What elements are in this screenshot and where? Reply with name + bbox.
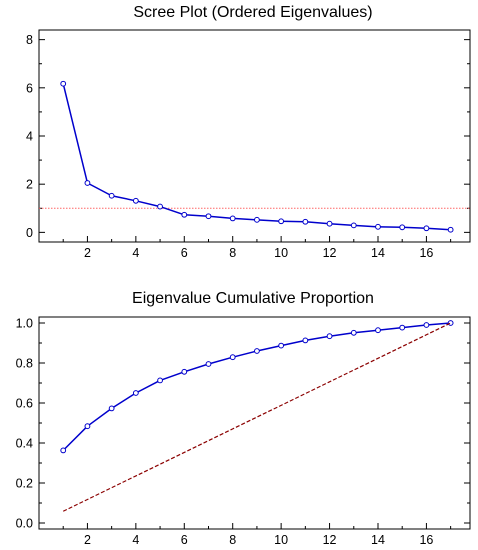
data-point bbox=[157, 203, 163, 210]
data-point bbox=[254, 348, 260, 354]
x-tick-label: 2 bbox=[84, 246, 91, 260]
data-point bbox=[108, 192, 115, 199]
x-tick-label: 16 bbox=[419, 533, 433, 547]
y-tick-label: 6 bbox=[26, 81, 33, 95]
x-tick-label: 10 bbox=[274, 246, 288, 260]
series-group bbox=[60, 320, 454, 512]
data-point bbox=[84, 423, 91, 430]
y-tick-label: 0.6 bbox=[16, 397, 33, 411]
data-point bbox=[399, 224, 406, 231]
data-point bbox=[447, 320, 454, 326]
data-point bbox=[229, 215, 236, 222]
axes: 2 4 6 8 10 12 14 16 0 2 4 6 8 bbox=[26, 33, 470, 260]
x-tick-label: 12 bbox=[323, 246, 337, 260]
x-tick-label: 16 bbox=[419, 246, 433, 260]
data-point bbox=[84, 180, 91, 186]
data-point bbox=[205, 213, 212, 220]
x-tick-label: 10 bbox=[274, 533, 288, 547]
data-point bbox=[229, 354, 236, 361]
x-tick-label: 8 bbox=[229, 246, 236, 260]
data-point bbox=[254, 216, 260, 223]
cumulative-proportion-panel: Eigenvalue Cumulative Proportion 2 4 6 8 10 1… bbox=[16, 290, 471, 547]
data-point bbox=[350, 222, 357, 229]
y-tick-label: 0.2 bbox=[16, 477, 33, 491]
x-tick-label: 14 bbox=[371, 533, 385, 547]
data-point bbox=[132, 197, 139, 204]
data-point bbox=[326, 220, 333, 227]
y-tick-label: 0.4 bbox=[16, 437, 33, 451]
data-point bbox=[350, 329, 357, 336]
x-tick-label: 8 bbox=[229, 533, 236, 547]
x-tick-label: 14 bbox=[371, 246, 385, 260]
x-tick-label: 2 bbox=[84, 533, 91, 547]
y-tick-label: 0.0 bbox=[16, 517, 33, 531]
y-tick-label: 8 bbox=[26, 33, 33, 47]
data-point bbox=[60, 80, 67, 87]
y-tick-label: 0 bbox=[26, 226, 33, 240]
y-tick-label: 2 bbox=[26, 178, 33, 192]
data-point bbox=[423, 225, 430, 232]
data-point bbox=[157, 377, 163, 384]
plot-frame bbox=[38, 29, 471, 243]
data-point bbox=[205, 361, 212, 367]
x-tick-label: 4 bbox=[132, 246, 139, 260]
chart-title: Scree Plot (Ordered Eigenvalues) bbox=[133, 4, 372, 21]
x-tick-label: 6 bbox=[181, 246, 188, 260]
series-group bbox=[60, 80, 454, 233]
data-point bbox=[278, 342, 285, 349]
x-tick-label: 6 bbox=[181, 533, 188, 547]
data-point bbox=[326, 333, 333, 340]
y-tick-label: 4 bbox=[26, 130, 33, 144]
data-point bbox=[181, 211, 188, 218]
data-point bbox=[132, 390, 139, 396]
data-point bbox=[60, 447, 67, 454]
chart-title: Eigenvalue Cumulative Proportion bbox=[132, 290, 374, 307]
data-point bbox=[181, 368, 188, 375]
data-point bbox=[302, 337, 309, 344]
data-point bbox=[375, 327, 381, 334]
x-tick-label: 4 bbox=[132, 533, 139, 547]
data-point bbox=[302, 218, 309, 225]
data-point bbox=[399, 324, 406, 331]
data-point bbox=[375, 223, 381, 230]
axes: 2 4 6 8 10 12 14 16 0.0 0.2 0.4 0.6 0.8 1.0 bbox=[16, 317, 470, 547]
data-point bbox=[108, 405, 115, 412]
y-tick-label: 0.8 bbox=[16, 357, 33, 371]
plot-frame bbox=[38, 316, 471, 530]
scree-plot-panel: Scree Plot (Ordered Eigenvalues) 2 4 6 8 10 1… bbox=[26, 4, 471, 260]
data-point bbox=[447, 226, 454, 233]
data-point bbox=[278, 218, 285, 225]
data-point bbox=[423, 322, 430, 328]
y-tick-label: 1.0 bbox=[16, 317, 33, 331]
x-tick-label: 12 bbox=[323, 533, 337, 547]
